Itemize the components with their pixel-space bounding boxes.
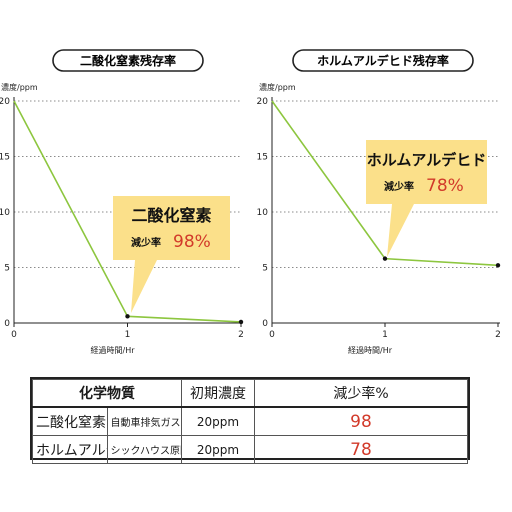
data-point: [495, 263, 501, 268]
y-tick-label: 10: [257, 208, 269, 218]
row-initial: 20ppm: [181, 435, 255, 464]
y-axis-label: 濃度/ppm: [1, 82, 38, 92]
chart-title: 二酸化窒素残存率: [80, 53, 176, 68]
x-tick-label: 0: [269, 330, 275, 340]
data-point: [238, 319, 244, 325]
chart-title-pill: [52, 49, 204, 72]
x-tick-label: 1: [125, 330, 131, 340]
row-source: シックハウス原因物質: [106, 435, 182, 464]
x-tick-label: 0: [11, 330, 17, 340]
row-initial: 20ppm: [181, 406, 255, 436]
callout-value: 78%: [426, 176, 464, 196]
y-tick-label: 20: [257, 97, 269, 107]
x-axis-label: 経過時間/Hr: [348, 345, 393, 355]
summary-header-row: 化学物質 初期濃度 減少率%: [32, 379, 468, 408]
x-axis-label: 経過時間/Hr: [91, 345, 136, 355]
header-reduction: 減少率%: [254, 379, 468, 408]
row-name: ホルムアルデヒド: [32, 435, 108, 464]
row-reduction: 78: [254, 435, 468, 464]
header-chemical: 化学物質: [32, 379, 182, 408]
y-tick-label: 0: [4, 319, 10, 329]
row-reduction: 98: [254, 406, 468, 436]
x-tick-label: 2: [238, 330, 244, 340]
callout-name: ホルムアルデヒド: [367, 151, 487, 169]
callout-label: 減少率: [131, 236, 161, 249]
y-tick-label: 5: [4, 264, 10, 274]
data-point: [125, 314, 130, 319]
y-tick-label: 20: [0, 97, 10, 107]
row-name: 二酸化窒素: [32, 406, 108, 436]
callout-name: 二酸化窒素: [131, 206, 211, 225]
data-point: [382, 256, 388, 261]
y-tick-label: 10: [0, 208, 10, 218]
row-source: 自動車排気ガス, 喘息の原因: [106, 406, 182, 436]
y-axis-label: 濃度/ppm: [259, 82, 296, 92]
callout-bubble: [113, 196, 230, 313]
x-tick-label: 1: [382, 330, 388, 340]
y-tick-label: 0: [262, 319, 268, 329]
y-tick-label: 5: [262, 264, 268, 274]
table-row: ホルムアルデヒド シックハウス原因物質 20ppm 78: [32, 435, 468, 464]
chart-title-pill: [292, 49, 474, 72]
y-tick-label: 15: [0, 153, 10, 163]
x-tick-label: 2: [495, 330, 501, 340]
chart-title: ホルムアルデヒド残存率: [317, 53, 449, 68]
callout-value: 98%: [173, 232, 211, 252]
summary-table: 化学物質 初期濃度 減少率% 二酸化窒素 自動車排気ガス, 喘息の原因 20pp…: [30, 377, 470, 464]
callout-bubble: [366, 140, 487, 257]
table-row: 二酸化窒素 自動車排気ガス, 喘息の原因 20ppm 98: [32, 406, 468, 436]
y-tick-label: 15: [257, 153, 268, 163]
header-initial: 初期濃度: [181, 379, 255, 408]
callout-label: 減少率: [384, 180, 414, 193]
